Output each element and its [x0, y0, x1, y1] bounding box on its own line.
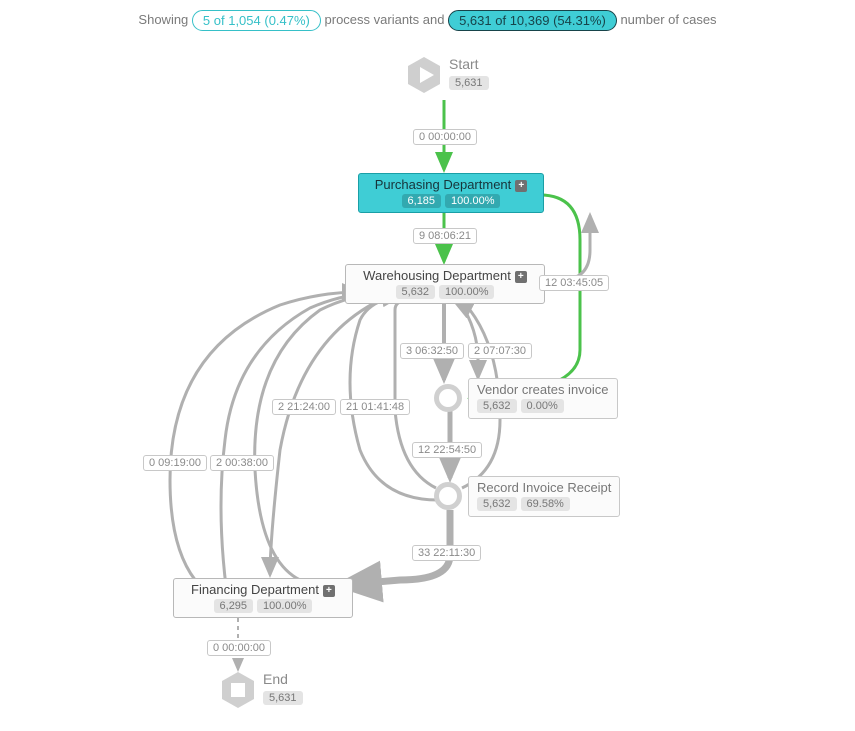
expand-icon[interactable]: [323, 585, 335, 597]
warehousing-pct: 100.00%: [439, 285, 494, 299]
edge-vendor-record: 12 22:54:50: [412, 442, 482, 458]
purchasing-title: Purchasing Department: [375, 177, 512, 192]
edge-start-purch: 0 00:00:00: [413, 129, 477, 145]
edge-wh-vendor-a: 3 06:32:50: [400, 343, 464, 359]
record-receipt-count: 5,632: [477, 497, 517, 511]
warehousing-node[interactable]: Warehousing Department 5,632 100.00%: [345, 264, 545, 304]
edge-layer: [0, 0, 855, 731]
vendor-invoice-title: Vendor creates invoice: [477, 382, 609, 397]
edge-record-fin: 33 22:11:30: [412, 545, 481, 561]
edge-loop-a: 2 21:24:00: [272, 399, 336, 415]
financing-title: Financing Department: [191, 582, 319, 597]
edge-left-b: 2 00:38:00: [210, 455, 274, 471]
vendor-invoice-pct: 0.00%: [521, 399, 564, 413]
financing-pct: 100.00%: [257, 599, 312, 613]
edge-loop-b: 21 01:41:48: [340, 399, 410, 415]
purchasing-pct: 100.00%: [445, 194, 500, 208]
edge-fin-end: 0 00:00:00: [207, 640, 271, 656]
expand-icon[interactable]: [515, 180, 527, 192]
end-count: 5,631: [263, 691, 303, 705]
financing-count: 6,295: [214, 599, 254, 613]
start-node[interactable]: Start 5,631: [404, 55, 489, 91]
edge-wh-right: 12 03:45:05: [539, 275, 609, 291]
summary-header: Showing 5 of 1,054 (0.47%) process varia…: [0, 10, 855, 31]
record-receipt-title: Record Invoice Receipt: [477, 480, 611, 495]
header-mid: process variants and: [325, 12, 445, 27]
start-label: Start: [449, 55, 489, 73]
header-prefix: Showing: [138, 12, 188, 27]
purchasing-node[interactable]: Purchasing Department 6,185 100.00%: [358, 173, 544, 213]
edge-left-a: 0 09:19:00: [143, 455, 207, 471]
vendor-invoice-count: 5,632: [477, 399, 517, 413]
warehousing-title: Warehousing Department: [363, 268, 511, 283]
end-label: End: [263, 670, 303, 688]
warehousing-count: 5,632: [396, 285, 436, 299]
start-count: 5,631: [449, 76, 489, 90]
edge-wh-vendor-b: 2 07:07:30: [468, 343, 532, 359]
edge-purch-wh: 9 08:06:21: [413, 228, 477, 244]
activity-marker-icon: [434, 384, 462, 412]
financing-node[interactable]: Financing Department 6,295 100.00%: [173, 578, 353, 618]
variants-pill[interactable]: 5 of 1,054 (0.47%): [192, 10, 321, 31]
record-receipt-pct: 69.58%: [521, 497, 570, 511]
cases-pill[interactable]: 5,631 of 10,369 (54.31%): [448, 10, 617, 31]
end-node[interactable]: End 5,631: [218, 670, 303, 706]
purchasing-count: 6,185: [402, 194, 442, 208]
activity-marker-icon: [434, 482, 462, 510]
expand-icon[interactable]: [515, 271, 527, 283]
header-suffix: number of cases: [620, 12, 716, 27]
